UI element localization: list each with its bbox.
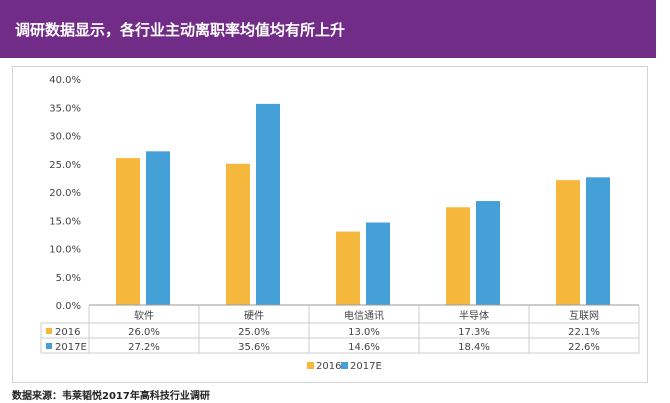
y-tick-label: 0.0%: [56, 301, 81, 312]
table-series-label: 2016: [55, 327, 80, 338]
bar-2017E-0: [146, 151, 170, 305]
y-tick-label: 25.0%: [49, 160, 81, 171]
bar-2016-2: [336, 231, 360, 305]
table-series-marker-2016: [46, 328, 52, 334]
header-banner: 调研数据显示，各行业主动离职率均值均有所上升: [0, 0, 656, 58]
legend-marker-2016: [307, 362, 314, 369]
page-title: 调研数据显示，各行业主动离职率均值均有所上升: [15, 21, 346, 39]
chart-container: 0.0% 5.0% 10.0% 15.0% 20.0% 25.0% 30.0% 35.0% 40…: [12, 66, 648, 383]
bar-2017E-3: [476, 201, 500, 305]
bar-2016-4: [556, 180, 580, 305]
data-table-cell: 27.2%: [128, 342, 160, 353]
data-table-cell: 35.6%: [238, 342, 270, 353]
y-tick-label: 10.0%: [49, 245, 81, 256]
bar-2016-0: [116, 158, 140, 305]
table-series-marker-2017E: [46, 343, 52, 349]
legend-label: 2017E: [350, 361, 382, 372]
x-category-label: 互联网: [569, 310, 599, 322]
data-table-cell: 22.1%: [568, 327, 600, 338]
data-table-cell: 26.0%: [128, 327, 160, 338]
y-tick-label: 5.0%: [56, 273, 81, 284]
x-category-label: 电信通讯: [344, 309, 384, 322]
data-table-cell: 14.6%: [348, 342, 380, 353]
table-series-label: 2017E: [55, 342, 87, 353]
bar-2017E-4: [586, 177, 610, 305]
legend-label: 2016: [316, 361, 341, 372]
x-category-label: 硬件: [244, 310, 264, 322]
bar-2016-1: [226, 163, 250, 305]
y-tick-label: 20.0%: [49, 188, 81, 199]
bar-2016-3: [446, 207, 470, 305]
y-tick-label: 30.0%: [49, 132, 81, 143]
y-tick-label: 15.0%: [49, 216, 81, 227]
y-tick-label: 35.0%: [49, 103, 81, 114]
data-table-cell: 25.0%: [238, 327, 270, 338]
bar-2017E-1: [256, 103, 280, 305]
x-category-label: 软件: [134, 309, 154, 322]
data-table-cell: 18.4%: [458, 342, 490, 353]
y-tick-label: 40.0%: [49, 75, 81, 86]
bar-2017E-2: [366, 222, 390, 305]
bar-chart: 0.0% 5.0% 10.0% 15.0% 20.0% 25.0% 30.0% 35.0% 40…: [40, 75, 640, 372]
data-table-cell: 13.0%: [348, 327, 380, 338]
legend-marker-2017E: [341, 362, 348, 369]
source-note: 数据来源：韦莱韬悦2017年高科技行业调研: [12, 391, 210, 402]
data-table-cell: 17.3%: [458, 327, 490, 338]
data-table-cell: 22.6%: [568, 342, 600, 353]
x-category-label: 半导体: [459, 309, 489, 322]
